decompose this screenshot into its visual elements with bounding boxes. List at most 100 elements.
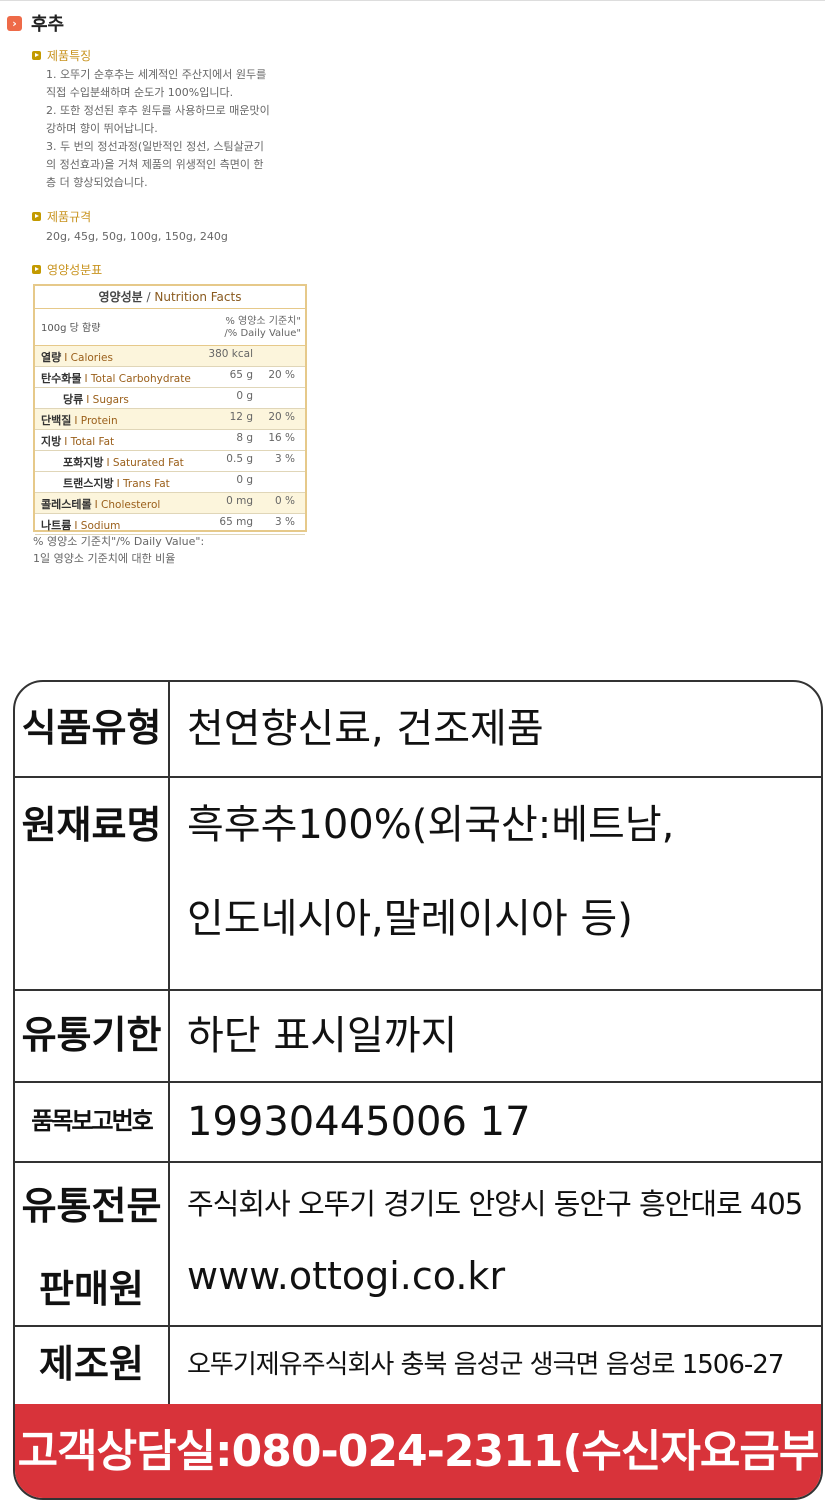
nutrient-name-en: I Total Fat bbox=[64, 436, 115, 448]
top-divider bbox=[0, 0, 825, 1]
nutrient-name-en: I Protein bbox=[74, 415, 118, 427]
nutrient-name: 탄수화물 I Total Carbohydrate bbox=[41, 370, 191, 386]
nutrient-name-ko: 탄수화물 bbox=[41, 372, 82, 385]
label-row-distributor: 유통전문 판매원 주식회사 오뚜기 경기도 안양시 동안구 흥안대로 405 w… bbox=[15, 1163, 821, 1327]
spec-text: 20g, 45g, 50g, 100g, 150g, 240g bbox=[46, 230, 228, 243]
nutrient-name-en: I Cholesterol bbox=[94, 499, 161, 511]
nutrition-row: 지방 I Total Fat 8 g 16 % bbox=[35, 430, 305, 451]
label-row-food-type: 식품유형 천연향신료, 건조제품 bbox=[15, 682, 821, 778]
label-value: 인도네시아,말레이시아 등) bbox=[187, 896, 633, 942]
nutrient-amount: 0 g bbox=[236, 474, 253, 486]
nutrient-amount: 65 g bbox=[229, 369, 253, 381]
daily-value-label-en: /% Daily Value" bbox=[224, 328, 301, 339]
nutrient-name-en: I Sugars bbox=[86, 394, 129, 406]
daily-value-note-desc: 1일 영양소 기준치에 대한 비율 bbox=[33, 552, 176, 565]
label-key-line: 판매원 bbox=[39, 1267, 144, 1311]
nutrient-name: 나트륨 I Sodium bbox=[41, 517, 120, 533]
nutrient-name-ko: 나트륨 bbox=[41, 519, 72, 532]
nutrition-table-title: 영양성분 / Nutrition Facts bbox=[35, 286, 305, 308]
nutrient-name-ko: 콜레스테롤 bbox=[41, 498, 92, 511]
spec-heading: 제품규격 bbox=[32, 208, 91, 225]
features-line: 직접 수입분쇄하며 순도가 100%입니다. bbox=[46, 86, 234, 99]
nutrient-amount: 0 mg bbox=[226, 495, 253, 507]
label-row-manufacturer: 제조원 오뚜기제유주식회사 충북 음성군 생극면 음성로 1506-27 bbox=[15, 1327, 821, 1404]
nutrient-daily-percent: 0 % bbox=[275, 495, 295, 507]
nutrient-amount: 380 kcal bbox=[208, 348, 253, 360]
product-title: 후추 bbox=[31, 14, 65, 35]
label-value: www.ottogi.co.kr bbox=[187, 1254, 506, 1298]
chevron-right-icon: › bbox=[7, 15, 22, 31]
nutrient-name: 콜레스테롤 I Cholesterol bbox=[41, 496, 160, 512]
nutrient-amount: 12 g bbox=[229, 411, 253, 423]
nutrition-row: 포화지방 I Saturated Fat 0.5 g 3 % bbox=[35, 451, 305, 472]
label-value: 하단 표시일까지 bbox=[187, 1013, 458, 1059]
label-key: 유통전문 판매원 bbox=[15, 1163, 170, 1325]
nutrient-name: 포화지방 I Saturated Fat bbox=[63, 454, 184, 470]
nutrition-row: 단백질 I Protein 12 g 20 % bbox=[35, 409, 305, 430]
nutrient-name-ko: 포화지방 bbox=[63, 456, 104, 469]
label-value: 천연향신료, 건조제품 bbox=[187, 706, 544, 752]
nutrient-name-en: I Sodium bbox=[74, 520, 121, 532]
title-separator: / bbox=[146, 290, 151, 304]
nutrient-name-en: I Saturated Fat bbox=[106, 457, 184, 469]
label-row-report-number: 품목보고번호 19930445006 17 bbox=[15, 1083, 821, 1163]
label-key: 제조원 bbox=[15, 1327, 170, 1404]
customer-service-banner: 고객상담실:080-024-2311(수신자요금부담) bbox=[15, 1404, 821, 1498]
label-row-ingredients: 원재료명 흑후추100%(외국산:베트남, 인도네시아,말레이시아 등) bbox=[15, 778, 821, 991]
nutrient-amount: 65 mg bbox=[219, 516, 253, 528]
nutrition-table-header: 100g 당 함량 % 영양소 기준치" /% Daily Value" bbox=[35, 308, 305, 346]
features-line: 3. 두 번의 정선과정(일반적인 정선, 스팀살균기 bbox=[46, 140, 264, 153]
title-en: Nutrition Facts bbox=[154, 290, 242, 304]
label-value: 흑후추100%(외국산:베트남, bbox=[187, 802, 675, 848]
label-key: 품목보고번호 bbox=[15, 1083, 170, 1161]
nutrition-row: 나트륨 I Sodium 65 mg 3 % bbox=[35, 514, 305, 535]
package-label: 식품유형 천연향신료, 건조제품 원재료명 흑후추100%(외국산:베트남, 인… bbox=[13, 680, 823, 1500]
nutrient-daily-percent: 3 % bbox=[275, 516, 295, 528]
features-heading: 제품특징 bbox=[32, 47, 91, 64]
label-value: 오뚜기제유주식회사 충북 음성군 생극면 음성로 1506-27 bbox=[187, 1350, 784, 1380]
nutrient-name-en: I Calories bbox=[64, 352, 113, 364]
nutrition-heading-label: 영양성분표 bbox=[47, 263, 103, 277]
nutrition-facts-table: 영양성분 / Nutrition Facts 100g 당 함량 % 영양소 기… bbox=[33, 284, 307, 535]
bullet-arrow-icon bbox=[32, 51, 41, 60]
nutrient-name-ko: 지방 bbox=[41, 435, 62, 448]
label-row-expiry: 유통기한 하단 표시일까지 bbox=[15, 991, 821, 1083]
nutrient-daily-percent: 20 % bbox=[268, 369, 295, 381]
nutrient-name: 단백질 I Protein bbox=[41, 412, 118, 428]
label-value: 19930445006 17 bbox=[187, 1099, 531, 1145]
nutrient-name-ko: 단백질 bbox=[41, 414, 72, 427]
nutrient-name-ko: 트랜스지방 bbox=[63, 477, 114, 490]
nutrient-daily-percent: 3 % bbox=[275, 453, 295, 465]
nutrition-row: 탄수화물 I Total Carbohydrate 65 g 20 % bbox=[35, 367, 305, 388]
bullet-arrow-icon bbox=[32, 212, 41, 221]
label-key-line: 유통전문 bbox=[21, 1184, 162, 1228]
features-line: 층 더 향상되었습니다. bbox=[46, 176, 148, 189]
nutrient-name: 트랜스지방 I Trans Fat bbox=[63, 475, 170, 491]
bullet-arrow-icon bbox=[32, 265, 41, 274]
nutrition-row: 열량 I Calories 380 kcal bbox=[35, 346, 305, 367]
nutrition-heading: 영양성분표 bbox=[32, 261, 102, 278]
title-ko: 영양성분 bbox=[98, 290, 143, 304]
features-heading-label: 제품특징 bbox=[47, 49, 92, 63]
nutrient-name: 열량 I Calories bbox=[41, 349, 113, 365]
nutrient-name-ko: 열량 bbox=[41, 351, 62, 364]
daily-value-label: % 영양소 기준치" bbox=[225, 316, 301, 327]
label-value: 주식회사 오뚜기 경기도 안양시 동안구 흥안대로 405 bbox=[187, 1187, 803, 1221]
page-title: › 후추 bbox=[7, 10, 64, 36]
nutrition-row: 당류 I Sugars 0 g bbox=[35, 388, 305, 409]
nutrient-name-ko: 당류 bbox=[63, 393, 84, 406]
nutrition-row: 트랜스지방 I Trans Fat 0 g bbox=[35, 472, 305, 493]
per-serving-label: 100g 당 함량 bbox=[41, 323, 101, 334]
label-key: 원재료명 bbox=[15, 778, 170, 989]
features-line: 강하며 향이 뛰어납니다. bbox=[46, 122, 158, 135]
nutrient-amount: 0.5 g bbox=[226, 453, 253, 465]
nutrient-name-en: I Total Carbohydrate bbox=[84, 373, 191, 385]
nutrient-name-en: I Trans Fat bbox=[116, 478, 170, 490]
nutrient-name: 당류 I Sugars bbox=[63, 391, 129, 407]
nutrient-daily-percent: 16 % bbox=[268, 432, 295, 444]
nutrient-amount: 8 g bbox=[236, 432, 253, 444]
label-key: 유통기한 bbox=[15, 991, 170, 1081]
label-key: 식품유형 bbox=[15, 682, 170, 776]
features-line: 1. 오뚜기 순후추는 세계적인 주산지에서 원두를 bbox=[46, 68, 267, 81]
nutrition-row: 콜레스테롤 I Cholesterol 0 mg 0 % bbox=[35, 493, 305, 514]
